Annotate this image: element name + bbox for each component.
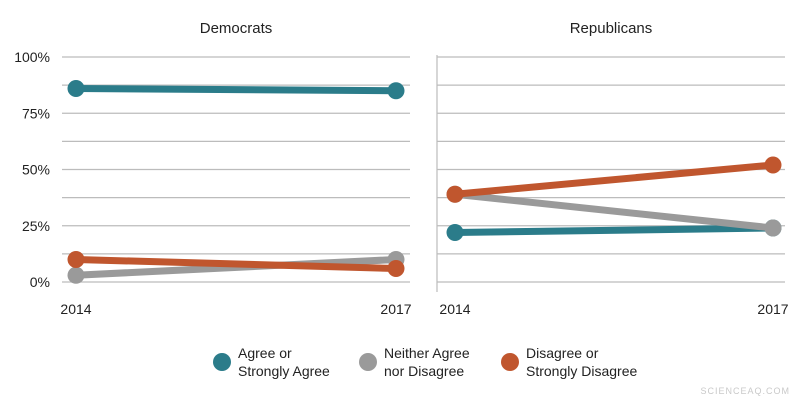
data-point (446, 185, 464, 203)
data-point (446, 224, 464, 241)
legend-swatch (213, 353, 231, 371)
y-tick-label: 25% (22, 218, 50, 234)
x-tick-label: 2014 (439, 301, 470, 317)
series-line (72, 85, 400, 95)
data-point (67, 251, 85, 268)
y-tick-label: 75% (22, 105, 50, 121)
y-tick-label: 100% (14, 49, 50, 65)
watermark-text: SCIENCEAQ.COM (700, 386, 790, 396)
legend-label: Strongly Disagree (526, 363, 637, 379)
series-line (451, 190, 777, 232)
legend-swatch (501, 353, 519, 371)
data-point (387, 82, 405, 100)
legend-item: Agree or Strongly Agree (213, 345, 330, 379)
panel-title: Republicans (570, 20, 653, 37)
series-line (72, 256, 400, 272)
legend-swatch (359, 353, 377, 371)
legend-label: Disagree or (526, 345, 599, 361)
legend-label: nor Disagree (384, 363, 464, 379)
legend-label: Agree or (238, 345, 292, 361)
data-point (764, 219, 782, 237)
x-tick-label: 2014 (60, 301, 91, 317)
series-line (451, 224, 777, 236)
data-point (387, 260, 405, 277)
panel-republicans: Republicans 2014 2017 (436, 20, 789, 317)
y-tick-label: 0% (30, 274, 50, 290)
series-line (451, 161, 777, 198)
legend-label: Neither Agree (384, 345, 470, 361)
x-tick-label: 2017 (757, 301, 788, 317)
legend-item: Disagree or Strongly Disagree (501, 345, 637, 379)
legend-label: Strongly Agree (238, 363, 330, 379)
data-point (67, 80, 85, 97)
panel-democrats: Democrats 0% 25% 50% 75% 100% 2014 2017 (14, 20, 412, 317)
legend: Agree or Strongly Agree Neither Agree nor D… (213, 345, 637, 379)
y-tick-label: 50% (22, 162, 50, 178)
legend-item: Neither Agree nor Disagree (359, 345, 470, 379)
data-point (67, 266, 85, 284)
x-tick-label: 2017 (380, 301, 411, 317)
panel-title: Democrats (200, 20, 273, 37)
data-point (764, 156, 782, 174)
